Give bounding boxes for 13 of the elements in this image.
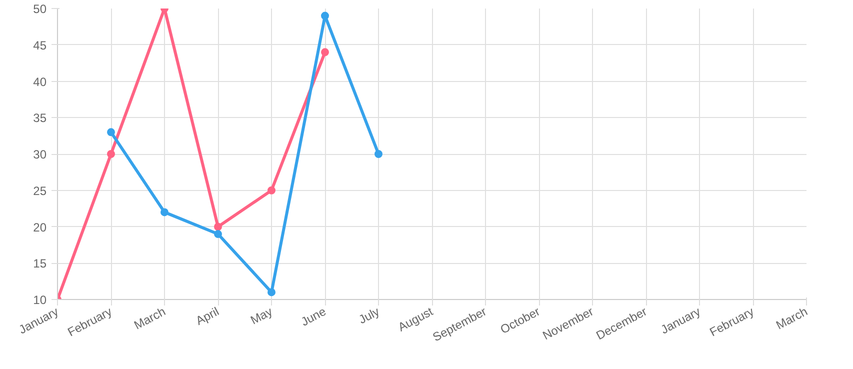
y-tick-label: 20: [33, 220, 47, 234]
y-tick-label: 50: [33, 2, 47, 16]
y-tick-label: 25: [33, 184, 47, 198]
x-tick-label: April: [194, 304, 222, 328]
x-tick-label: June: [298, 304, 329, 329]
y-tick-label: 10: [33, 293, 47, 307]
y-tick-label: 15: [33, 256, 47, 271]
y-tick-label: 40: [33, 74, 47, 89]
x-tick-label: May: [248, 304, 275, 328]
y-tick-label: 35: [33, 111, 47, 126]
y-tick-label: 30: [33, 148, 47, 162]
x-tick-label: July: [356, 304, 382, 327]
y-tick-label: 45: [33, 38, 47, 52]
